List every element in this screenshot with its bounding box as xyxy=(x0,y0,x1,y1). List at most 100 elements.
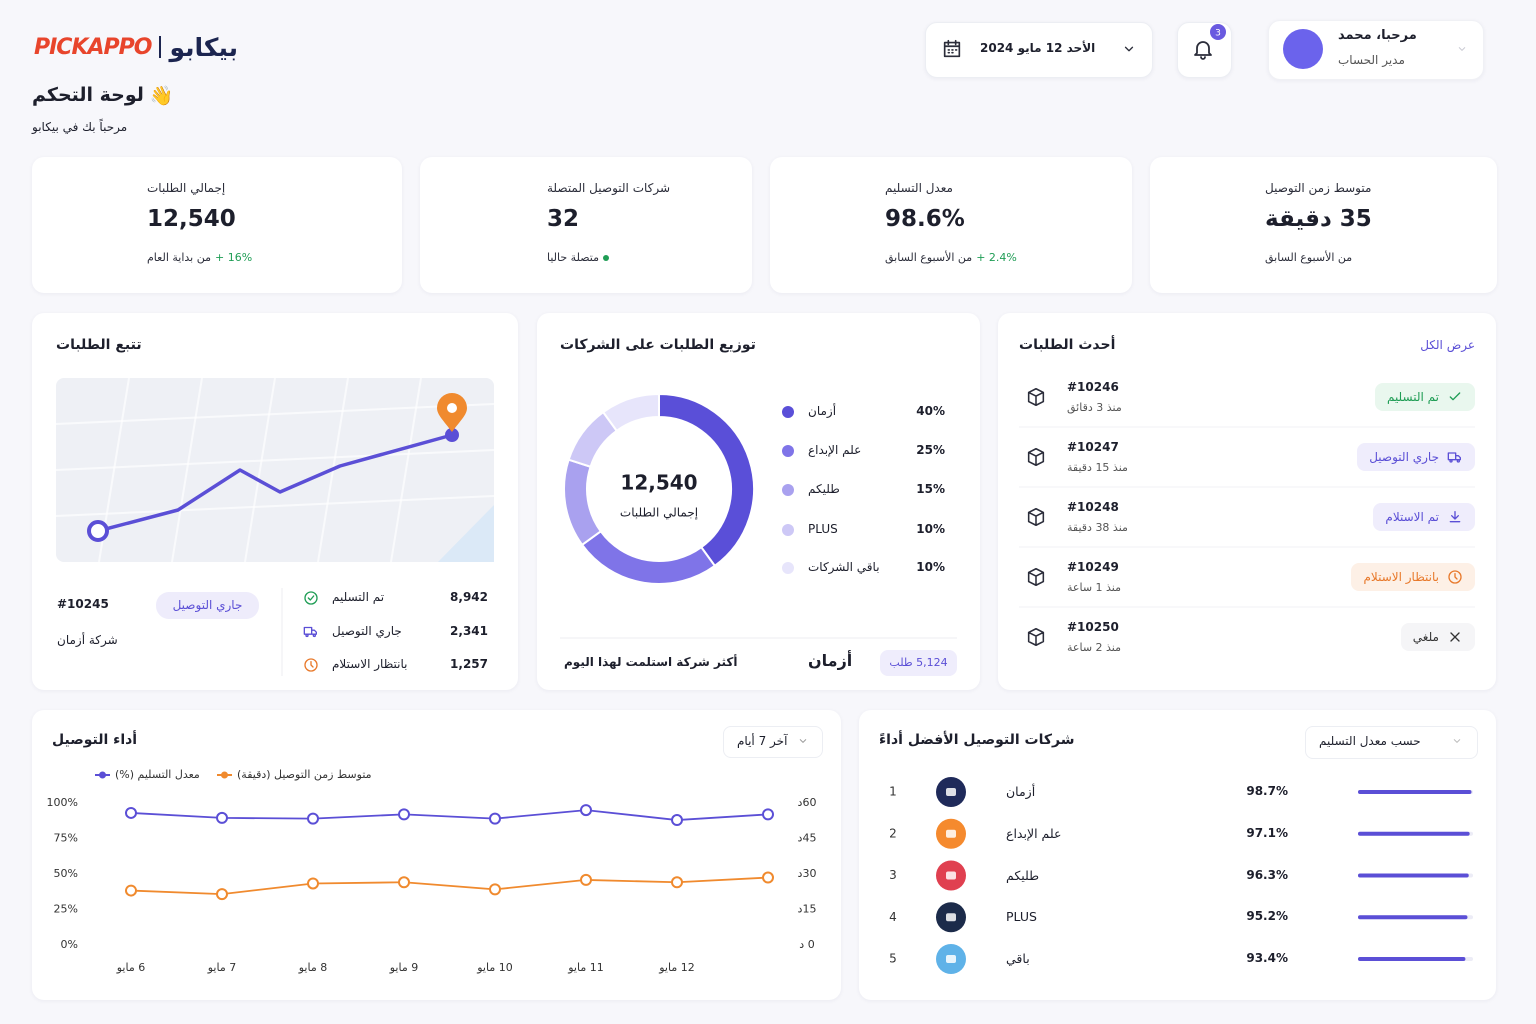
kpi-note: من بداية العام xyxy=(147,251,211,264)
stat-label: تم التسليم xyxy=(332,590,385,604)
status-text: بانتظار الاستلام xyxy=(1363,570,1439,584)
card-title: تتبع الطلبات xyxy=(56,337,142,353)
stat-label: بانتظار الاستلام xyxy=(332,657,408,671)
kpi-note: متصلة حاليا xyxy=(547,251,599,264)
icon-truck xyxy=(1447,452,1462,463)
sort-text: حسب معدل التسليم xyxy=(1319,734,1421,748)
company-name: شركة أزمان xyxy=(57,633,118,647)
company-rate: 96.3% xyxy=(1246,867,1288,882)
user-greeting: مرحبا، محمد xyxy=(1338,28,1417,43)
status-text: ملغي xyxy=(1412,630,1439,644)
stat-value: 1,257 xyxy=(450,657,488,671)
order-id: #10248 xyxy=(1067,500,1119,514)
card-title: أداء التوصيل xyxy=(52,732,138,748)
legend-label: أزمان xyxy=(808,404,837,418)
order-id: #10246 xyxy=(1067,380,1119,394)
legend-value: 15% xyxy=(916,482,945,496)
order-time: منذ 1 ساعة xyxy=(1067,581,1122,594)
order-time: منذ 15 دقيقة xyxy=(1067,461,1128,474)
kpi-subtext: + 16% من بداية العام xyxy=(147,251,252,264)
kpi-subtext: متصلة حاليا xyxy=(547,251,609,264)
icon-check xyxy=(1449,392,1461,401)
legend-value: 10% xyxy=(916,522,945,536)
company-name: باقي xyxy=(1006,951,1030,966)
distribution-card xyxy=(537,313,980,690)
order-id: #10247 xyxy=(1067,440,1119,454)
user-role: مدير الحساب xyxy=(1338,53,1405,67)
status-pill: تم التسليم xyxy=(1374,383,1475,411)
view-all-link[interactable]: عرض الكل xyxy=(1420,338,1475,352)
kpi-subtext: من الأسبوع السابق xyxy=(1265,251,1352,264)
company-name: علم الإبداع xyxy=(1006,825,1062,841)
order-id: #10245 xyxy=(57,597,109,611)
company-name: PLUS xyxy=(1006,909,1037,925)
status-text: تم الاستلام xyxy=(1385,510,1439,524)
status-pill: ملغي xyxy=(1400,623,1475,651)
stat-value: 8,942 xyxy=(450,590,488,604)
date-picker[interactable] xyxy=(925,22,1153,78)
legend-value: 25% xyxy=(916,443,945,457)
period-text: آخر 7 أيام xyxy=(737,734,788,748)
order-time: منذ 2 ساعة xyxy=(1067,641,1122,654)
logo-arabic: بيكابو xyxy=(169,32,239,62)
legend-label: طليكم xyxy=(808,482,840,496)
sort-dropdown[interactable] xyxy=(1305,726,1478,759)
legend-value: 10% xyxy=(916,560,945,574)
kpi-value: 32 xyxy=(547,206,580,232)
kpi-card xyxy=(1150,157,1497,293)
company-rate: 93.4% xyxy=(1246,951,1288,965)
legend-label: علم الإبداع xyxy=(808,443,862,457)
period-dropdown[interactable] xyxy=(723,726,823,758)
kpi-note: من الأسبوع السابق xyxy=(1265,251,1353,264)
stat-value: 2,341 xyxy=(450,623,488,638)
kpi-title: متوسط زمن التوصيل xyxy=(1265,181,1372,195)
kpi-change: + 16% xyxy=(215,251,253,264)
card-title: توزيع الطلبات على الشركات xyxy=(560,337,756,353)
company-rate: 98.7% xyxy=(1246,784,1288,798)
status-pill: بانتظار الاستلام xyxy=(1351,563,1475,591)
kpi-card xyxy=(32,157,402,293)
top-company-orders: 5,124 طلب xyxy=(880,650,957,676)
icon-path xyxy=(1450,632,1460,642)
legend-label: متوسط زمن التوصيل (دقيقة) xyxy=(237,768,372,781)
status-icon xyxy=(1448,570,1462,584)
page-subtitle: مرحباً بك في بيكابو xyxy=(32,120,128,134)
icon-clock xyxy=(1448,570,1462,584)
top-company: أزمان xyxy=(808,651,853,670)
icon-path xyxy=(1449,511,1461,523)
kpi-card xyxy=(420,157,752,293)
logo-latin: PICKAPPO xyxy=(34,34,152,60)
kpi-value: 12,540 xyxy=(147,206,236,232)
company-rate: 97.1% xyxy=(1246,825,1288,840)
kpi-title: إجمالي الطلبات xyxy=(147,181,226,195)
kpi-value: 35 دقيقة xyxy=(1265,206,1372,232)
logo: PICKAPPO بيكابو xyxy=(34,27,238,67)
company-name: طليكم xyxy=(1006,867,1040,883)
kpi-card xyxy=(770,157,1132,293)
status-text: تم التسليم xyxy=(1386,390,1439,404)
status-dot xyxy=(602,254,609,261)
logo-divider xyxy=(159,36,162,58)
status-icon xyxy=(1449,511,1461,523)
order-time: منذ 3 دقائق xyxy=(1067,401,1122,414)
company-rate: 95.2% xyxy=(1246,909,1288,924)
title-text: لوحة التحكم xyxy=(32,84,144,106)
status-text: جاري التوصيل xyxy=(1369,450,1439,464)
icon-path xyxy=(1447,452,1462,463)
status-icon xyxy=(1449,392,1461,401)
top-company-caption: أكثر شركة استلمت لهذا اليوم xyxy=(564,655,738,669)
status-icon xyxy=(1450,632,1460,642)
legend-label: باقي الشركات xyxy=(808,560,880,574)
kpi-subtext: + 2.4% من الأسبوع السابق xyxy=(885,251,1017,264)
title-icon: 👋 xyxy=(149,85,174,107)
kpi-title: شركات التوصيل المتصلة xyxy=(547,181,671,195)
legend-label: معدل التسليم (%) xyxy=(115,768,200,781)
card-title: شركات التوصيل الأفضل أداءً xyxy=(879,732,1075,748)
icon-path xyxy=(1448,570,1462,584)
status-pill: جاري التوصيل xyxy=(1357,443,1475,471)
icon-download xyxy=(1449,511,1461,523)
notifications-button[interactable] xyxy=(1177,22,1232,78)
status-pill: تم الاستلام xyxy=(1373,503,1475,531)
legend-value: 40% xyxy=(916,404,945,418)
date-text: الأحد 12 مايو 2024 xyxy=(980,41,1096,55)
